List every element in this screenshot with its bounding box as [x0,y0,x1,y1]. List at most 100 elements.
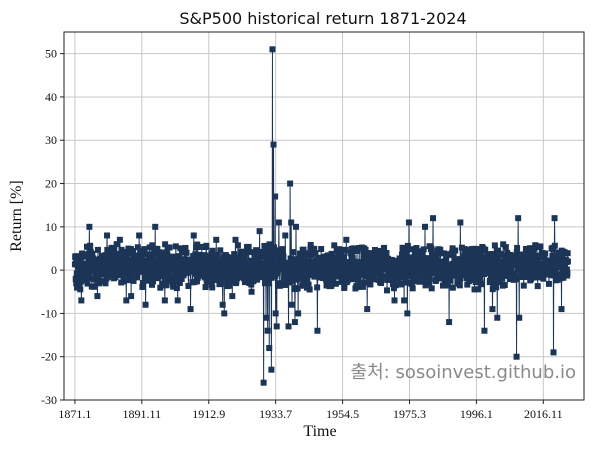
x-tick-label: 1933.7 [259,407,292,421]
data-point-marker [240,270,247,277]
data-point-marker [341,268,348,275]
data-point-marker [366,250,373,257]
data-point-marker [400,274,407,281]
data-point-marker [360,279,367,286]
data-point-marker [402,256,409,263]
data-point-marker [307,241,314,248]
data-point-marker [492,275,499,282]
y-axis-label: Return [%] [8,180,25,252]
data-point-marker [266,241,273,248]
data-point-marker [463,264,470,270]
data-point-marker [328,282,335,289]
data-point-marker [409,262,416,269]
data-point-marker [141,250,148,257]
data-point-marker [268,366,275,373]
data-point-marker [534,255,541,262]
data-point-marker [538,270,545,277]
data-point-marker [264,327,271,334]
data-point-marker [404,242,411,249]
data-point-marker [231,251,238,258]
data-point-marker [355,275,362,282]
data-point-marker [228,256,235,263]
data-point-marker [91,256,98,263]
data-point-marker [294,285,301,292]
data-point-marker [190,232,197,239]
data-point-marker [206,256,213,263]
data-point-marker [209,284,216,291]
data-point-marker [130,248,136,255]
series-layer [71,46,571,386]
data-point-marker [347,249,354,256]
y-tick-label: -10 [41,306,57,320]
data-point-marker [534,283,541,290]
data-point-marker [409,285,416,292]
data-point-marker [428,285,435,292]
data-point-marker [515,215,522,222]
data-point-marker [221,310,228,317]
data-point-marker [76,272,83,279]
data-point-marker [528,260,535,267]
data-point-marker [110,246,117,253]
data-point-marker [350,276,357,283]
data-point-marker [301,254,308,261]
data-point-marker [248,281,255,288]
data-point-marker [306,262,313,269]
data-point-marker [312,250,319,257]
return-series-line [74,49,569,383]
data-point-marker [264,258,271,265]
data-point-marker [550,349,557,356]
data-point-marker [359,283,366,290]
data-point-marker [128,293,135,300]
data-point-marker [147,251,154,258]
data-point-marker [134,244,141,251]
data-point-marker [165,272,172,279]
data-point-marker [122,248,129,255]
data-point-marker [379,250,386,257]
x-tick-label: 1975.3 [393,407,426,421]
data-point-marker [356,259,363,266]
data-point-marker [365,275,372,282]
source-watermark: 출처: sosoinvest.github.io [351,362,576,383]
data-point-marker [288,219,295,226]
tick-layer: -30 -20 -10 0 10 20 30 40 50 1871.1 1891.11 1912.9 1… [41,47,563,421]
data-point-marker [255,252,262,259]
data-point-marker [516,314,523,321]
data-point-marker [142,301,149,308]
y-tick-label: 30 [45,133,57,147]
data-point-marker [303,250,310,257]
data-point-marker [280,253,287,260]
data-point-marker [401,297,408,304]
y-tick-label: -30 [41,393,57,407]
data-point-marker [417,269,424,276]
data-point-marker [84,280,91,287]
data-point-marker [342,246,349,253]
data-point-marker [371,247,378,254]
data-point-marker [501,263,508,270]
data-point-marker [431,267,438,274]
data-point-marker [77,255,84,262]
data-point-marker [240,253,247,260]
data-point-marker [124,266,131,273]
data-point-marker [235,263,242,270]
data-point-marker [150,278,157,285]
data-point-marker [564,258,571,265]
y-tick-label: 10 [45,220,57,234]
data-point-marker [502,244,509,251]
data-point-marker [405,219,412,226]
data-point-marker [393,280,400,287]
data-point-marker [305,281,312,288]
data-point-marker [151,269,158,276]
data-point-marker [452,247,459,254]
data-point-marker [408,279,415,286]
data-point-marker [471,286,478,293]
data-point-marker [514,244,521,251]
data-point-marker [351,258,358,265]
data-point-marker [111,262,117,269]
data-point-marker [149,242,156,249]
data-point-marker [404,310,411,317]
data-point-marker [390,285,397,292]
data-point-marker [116,236,123,243]
data-point-marker [149,281,155,288]
data-point-marker [226,282,233,289]
data-point-marker [269,46,276,53]
